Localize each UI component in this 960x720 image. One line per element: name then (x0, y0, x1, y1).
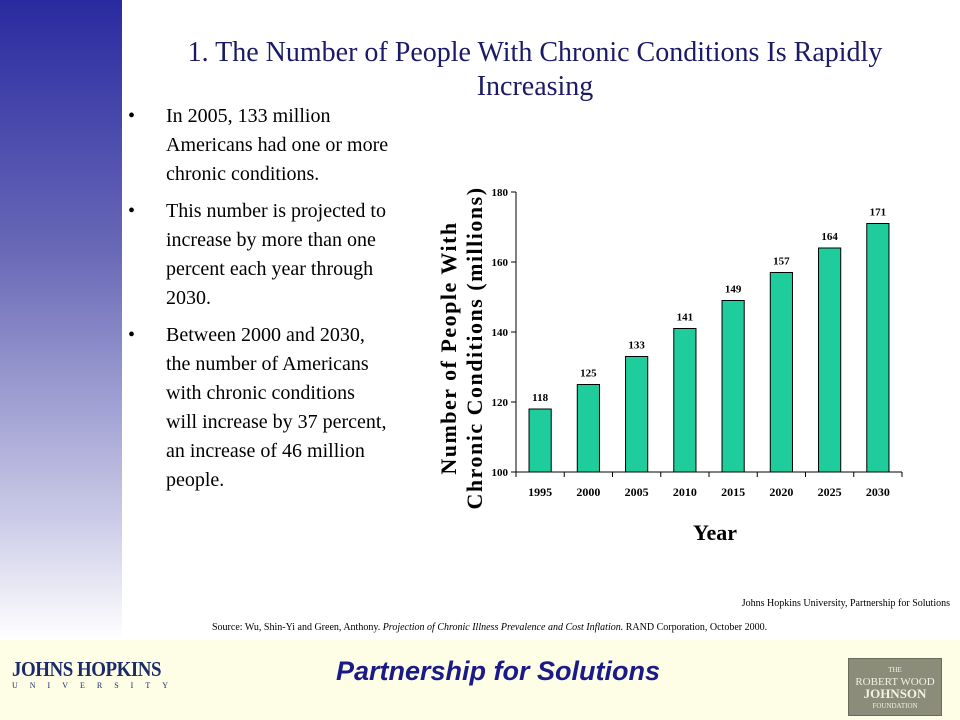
bullet-text: In 2005, 133 million Americans had one o… (166, 105, 389, 185)
bar (576, 384, 600, 473)
data-label: 157 (773, 256, 790, 268)
bar (818, 247, 842, 473)
bullet-text: This number is projected to increase by … (166, 200, 386, 309)
x-tick-label: 2000 (576, 485, 600, 499)
y-tick-label: 120 (492, 397, 509, 409)
bar (625, 356, 649, 473)
bar-chart: 100 120 140 160 180 118 1995 125 2000 133 2005 141 2… (436, 186, 903, 545)
source-citation: Source: Wu, Shin-Yi and Green, Anthony. … (212, 622, 767, 633)
source-title: Projection of Chronic Illness Prevalence… (382, 622, 624, 633)
jhu-logo-name: JOHNS HOPKINS (12, 657, 162, 681)
data-label: 125 (580, 368, 597, 380)
y-tick-label: 180 (492, 187, 509, 199)
x-tick-label: 2020 (769, 485, 793, 499)
plot-area: 100 120 140 160 180 118 1995 125 2000 133 2005 141 2… (492, 187, 903, 499)
x-tick-label: 2015 (721, 485, 745, 499)
rwj-logo-line: ROBERT WOOD (855, 676, 935, 688)
x-tick-label: 2010 (673, 485, 697, 499)
y-tick-label: 160 (492, 257, 509, 269)
footer-title: Partnership for Solutions (336, 656, 661, 686)
bullet-item: • In 2005, 133 million Americans had one … (128, 102, 390, 189)
x-axis-label: Year (693, 520, 737, 545)
source-prefix: Source: Wu, Shin-Yi and Green, Anthony. (212, 622, 383, 633)
y-tick-label: 100 (492, 467, 509, 479)
y-axis-label-line-2: Chronic Conditions (millions) (462, 186, 487, 509)
bar (673, 328, 697, 473)
x-tick-label: 2005 (625, 485, 649, 499)
y-axis-label-line-1: Number of People With (436, 221, 461, 474)
data-label: 141 (677, 312, 694, 324)
rwj-foundation-logo: THE ROBERT WOOD JOHNSON FOUNDATION (848, 658, 942, 716)
data-label: 171 (870, 207, 887, 219)
side-gradient-bar (0, 0, 122, 640)
bullet-item: • Between 2000 and 2030, the number of Am… (128, 321, 390, 495)
rwj-logo-line: JOHNSON (863, 686, 927, 701)
bullet-text: Between 2000 and 2030, the number of Ame… (166, 324, 387, 491)
bullet-dot-icon: • (128, 200, 136, 222)
data-label: 133 (628, 340, 645, 352)
footer-bar: JOHNS HOPKINS UNIVERSITY Partnership for… (0, 640, 960, 720)
johns-hopkins-logo: JOHNS HOPKINS UNIVERSITY (12, 658, 180, 690)
attribution-text: Johns Hopkins University, Partnership fo… (741, 598, 950, 609)
bar (528, 408, 552, 473)
data-label: 149 (725, 284, 742, 296)
data-label: 164 (821, 231, 838, 243)
bar (866, 223, 890, 473)
x-tick-label: 2025 (818, 485, 842, 499)
x-tick-label: 1995 (528, 485, 552, 499)
bar (769, 272, 793, 473)
jhu-logo-subtitle: UNIVERSITY (12, 681, 180, 690)
x-tick-label: 2030 (866, 485, 890, 499)
slide-title: 1. The Number of People With Chronic Con… (187, 37, 883, 102)
bullet-dot-icon: • (128, 324, 136, 346)
bullet-dot-icon: • (128, 105, 136, 127)
bullet-item: • This number is projected to increase by… (128, 197, 390, 313)
rwj-logo-line: FOUNDATION (872, 702, 918, 710)
y-tick-label: 140 (492, 327, 509, 339)
bullet-list: • In 2005, 133 million Americans had one … (128, 102, 390, 503)
bar (721, 300, 745, 473)
rwj-logo-line: THE (888, 666, 902, 674)
source-suffix: RAND Corporation, October 2000. (623, 622, 768, 633)
data-label: 118 (532, 392, 548, 404)
